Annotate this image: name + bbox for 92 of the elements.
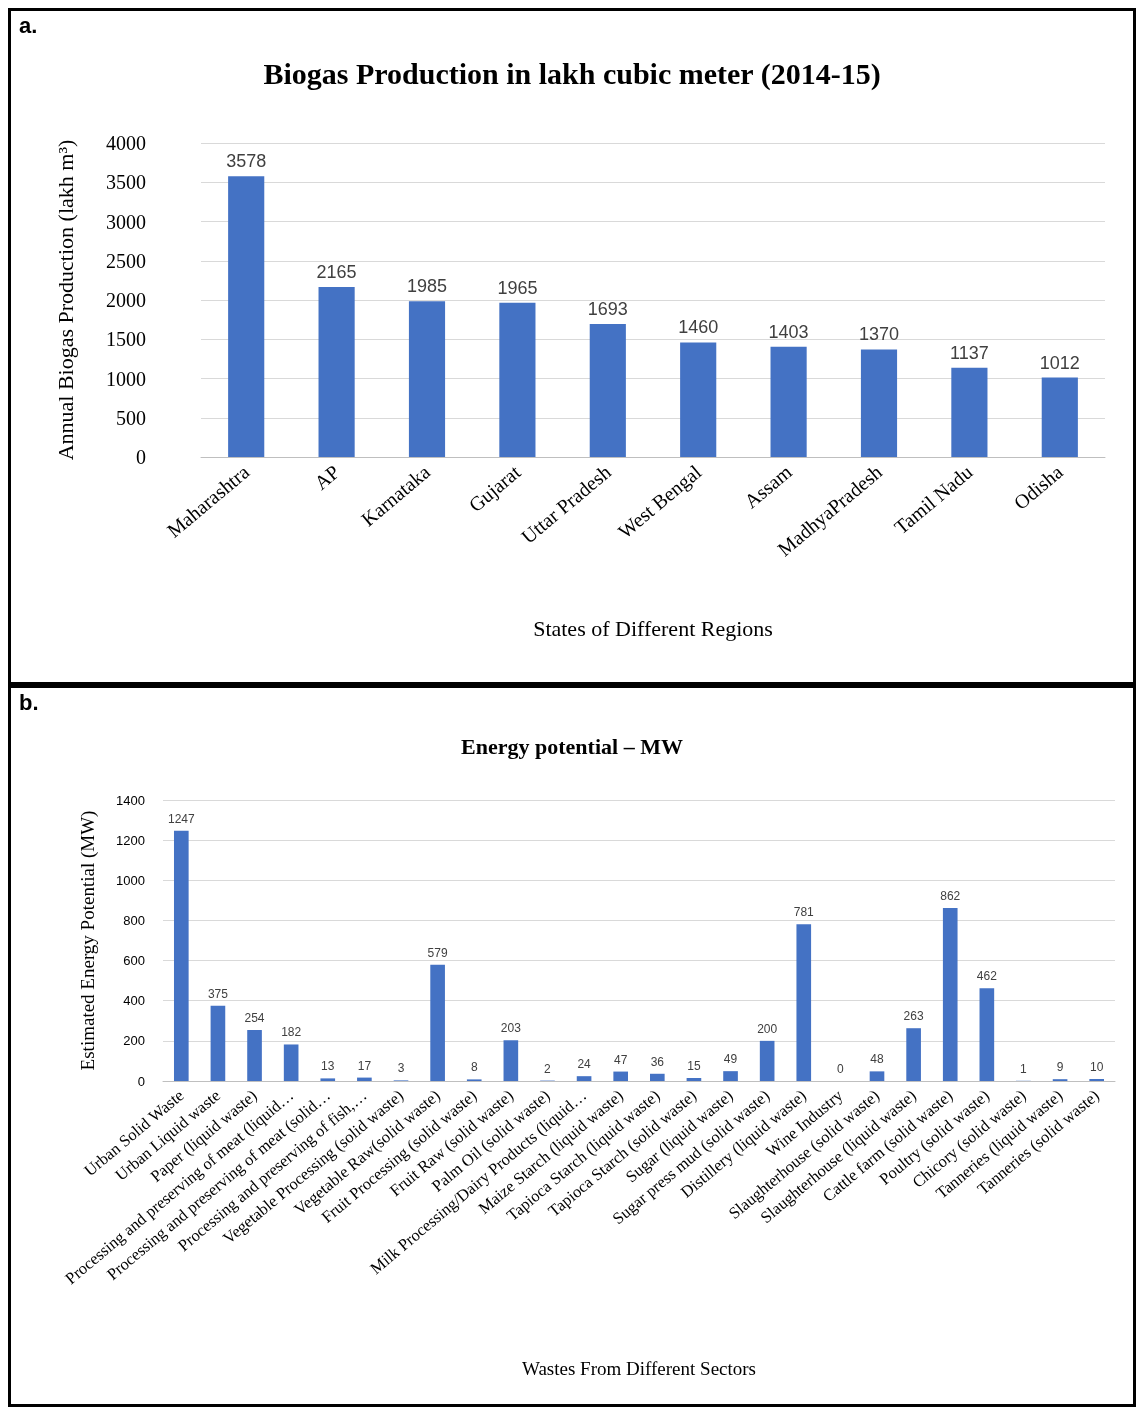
y-tick-label: 0: [136, 446, 146, 468]
y-tick-label: 1000: [116, 872, 145, 888]
data-label: 13: [321, 1059, 335, 1074]
data-label: 9: [1056, 1060, 1064, 1075]
y-axis-title: Estimated Energy Potential (MW): [77, 810, 99, 1071]
bar: [613, 1071, 629, 1081]
bar: [680, 342, 717, 457]
data-label: 254: [244, 1011, 265, 1026]
bar: [503, 1040, 519, 1081]
y-tick-label: 1500: [106, 328, 146, 351]
data-label: 375: [207, 986, 229, 1001]
bar: [951, 367, 988, 457]
bar: [770, 346, 807, 457]
data-label: 24: [577, 1057, 592, 1072]
data-label: 1137: [950, 342, 989, 363]
bar: [1041, 377, 1078, 457]
bar: [723, 1071, 738, 1081]
bar: [499, 302, 536, 457]
text: a.: [19, 13, 38, 39]
data-label: 1370: [858, 324, 900, 345]
y-tick-label: 800: [123, 912, 145, 928]
data-label: 1247: [167, 811, 195, 826]
data-label: 1985: [406, 276, 448, 297]
y-tick-label: 1000: [106, 367, 146, 390]
x-axis-title: States of Different Regions: [533, 615, 773, 641]
bar: [869, 1071, 885, 1081]
data-label: 579: [427, 945, 448, 960]
y-tick-label: 2000: [106, 289, 146, 311]
y-tick-label: 1400: [116, 792, 145, 808]
y-tick-label: 500: [116, 406, 146, 429]
y-tick-label: 200: [123, 1033, 145, 1049]
data-label: 862: [940, 888, 961, 903]
bar: [576, 1076, 592, 1081]
data-label: 49: [723, 1052, 738, 1067]
data-label: 2: [544, 1061, 552, 1076]
bar: [318, 287, 355, 457]
bar: [589, 324, 626, 457]
data-label: 17: [357, 1058, 372, 1073]
bar: [979, 988, 995, 1081]
y-tick-label: 3500: [106, 171, 146, 194]
data-label: 263: [903, 1009, 924, 1024]
y-tick-label: 4000: [106, 132, 146, 154]
bar: [860, 349, 898, 457]
bar: [1089, 1078, 1105, 1081]
data-label: 781: [793, 905, 815, 920]
y-tick-label: 3000: [106, 210, 146, 233]
y-tick-label: 1200: [116, 832, 145, 848]
bar: [283, 1044, 299, 1081]
bar: [247, 1030, 262, 1081]
data-label: 1693: [587, 299, 628, 320]
data-label: 0: [837, 1062, 845, 1076]
data-label: 3: [397, 1061, 405, 1076]
data-label: 203: [500, 1021, 522, 1036]
data-label: 47: [614, 1052, 628, 1067]
bar: [686, 1077, 702, 1081]
y-tick-label: 0: [137, 1073, 145, 1089]
data-label: 1: [1020, 1061, 1028, 1076]
bar: [796, 924, 812, 1081]
data-label: 1965: [497, 277, 538, 298]
data-label: 1403: [768, 321, 809, 342]
bar: [649, 1073, 665, 1081]
data-label: 462: [976, 969, 998, 984]
data-label: 1460: [678, 317, 719, 338]
bar: [430, 964, 445, 1081]
chart-title: Energy potential – MW: [461, 733, 683, 759]
y-tick-label: 2500: [106, 249, 146, 272]
data-label: 2165: [316, 262, 357, 283]
bar: [320, 1078, 336, 1081]
data-label: 48: [870, 1052, 884, 1067]
x-tick-label: AP: [309, 460, 344, 494]
bar: [210, 1005, 226, 1081]
data-label: 1012: [1039, 352, 1080, 373]
data-label: 10: [1090, 1059, 1104, 1074]
data-label: 8: [470, 1060, 478, 1075]
bar: [173, 830, 189, 1081]
y-axis-title: Annual Biogas Production (lakh m³): [52, 139, 78, 461]
data-label: 182: [281, 1025, 302, 1040]
bar: [942, 907, 958, 1081]
chart-title: Biogas Production in lakh cubic meter (2014-15): [263, 56, 881, 91]
bar: [357, 1077, 372, 1081]
bar: [408, 301, 446, 457]
bar: [906, 1028, 921, 1081]
y-tick-label: 400: [123, 993, 145, 1009]
data-label: 36: [650, 1054, 665, 1069]
bar: [228, 176, 265, 457]
data-label: 3578: [226, 151, 267, 172]
bar: [759, 1040, 775, 1081]
text: b.: [19, 690, 39, 716]
x-axis-title: Wastes From Different Sectors: [522, 1358, 756, 1379]
data-label: 200: [757, 1021, 778, 1036]
y-tick-label: 600: [123, 953, 145, 969]
data-label: 15: [687, 1058, 701, 1073]
